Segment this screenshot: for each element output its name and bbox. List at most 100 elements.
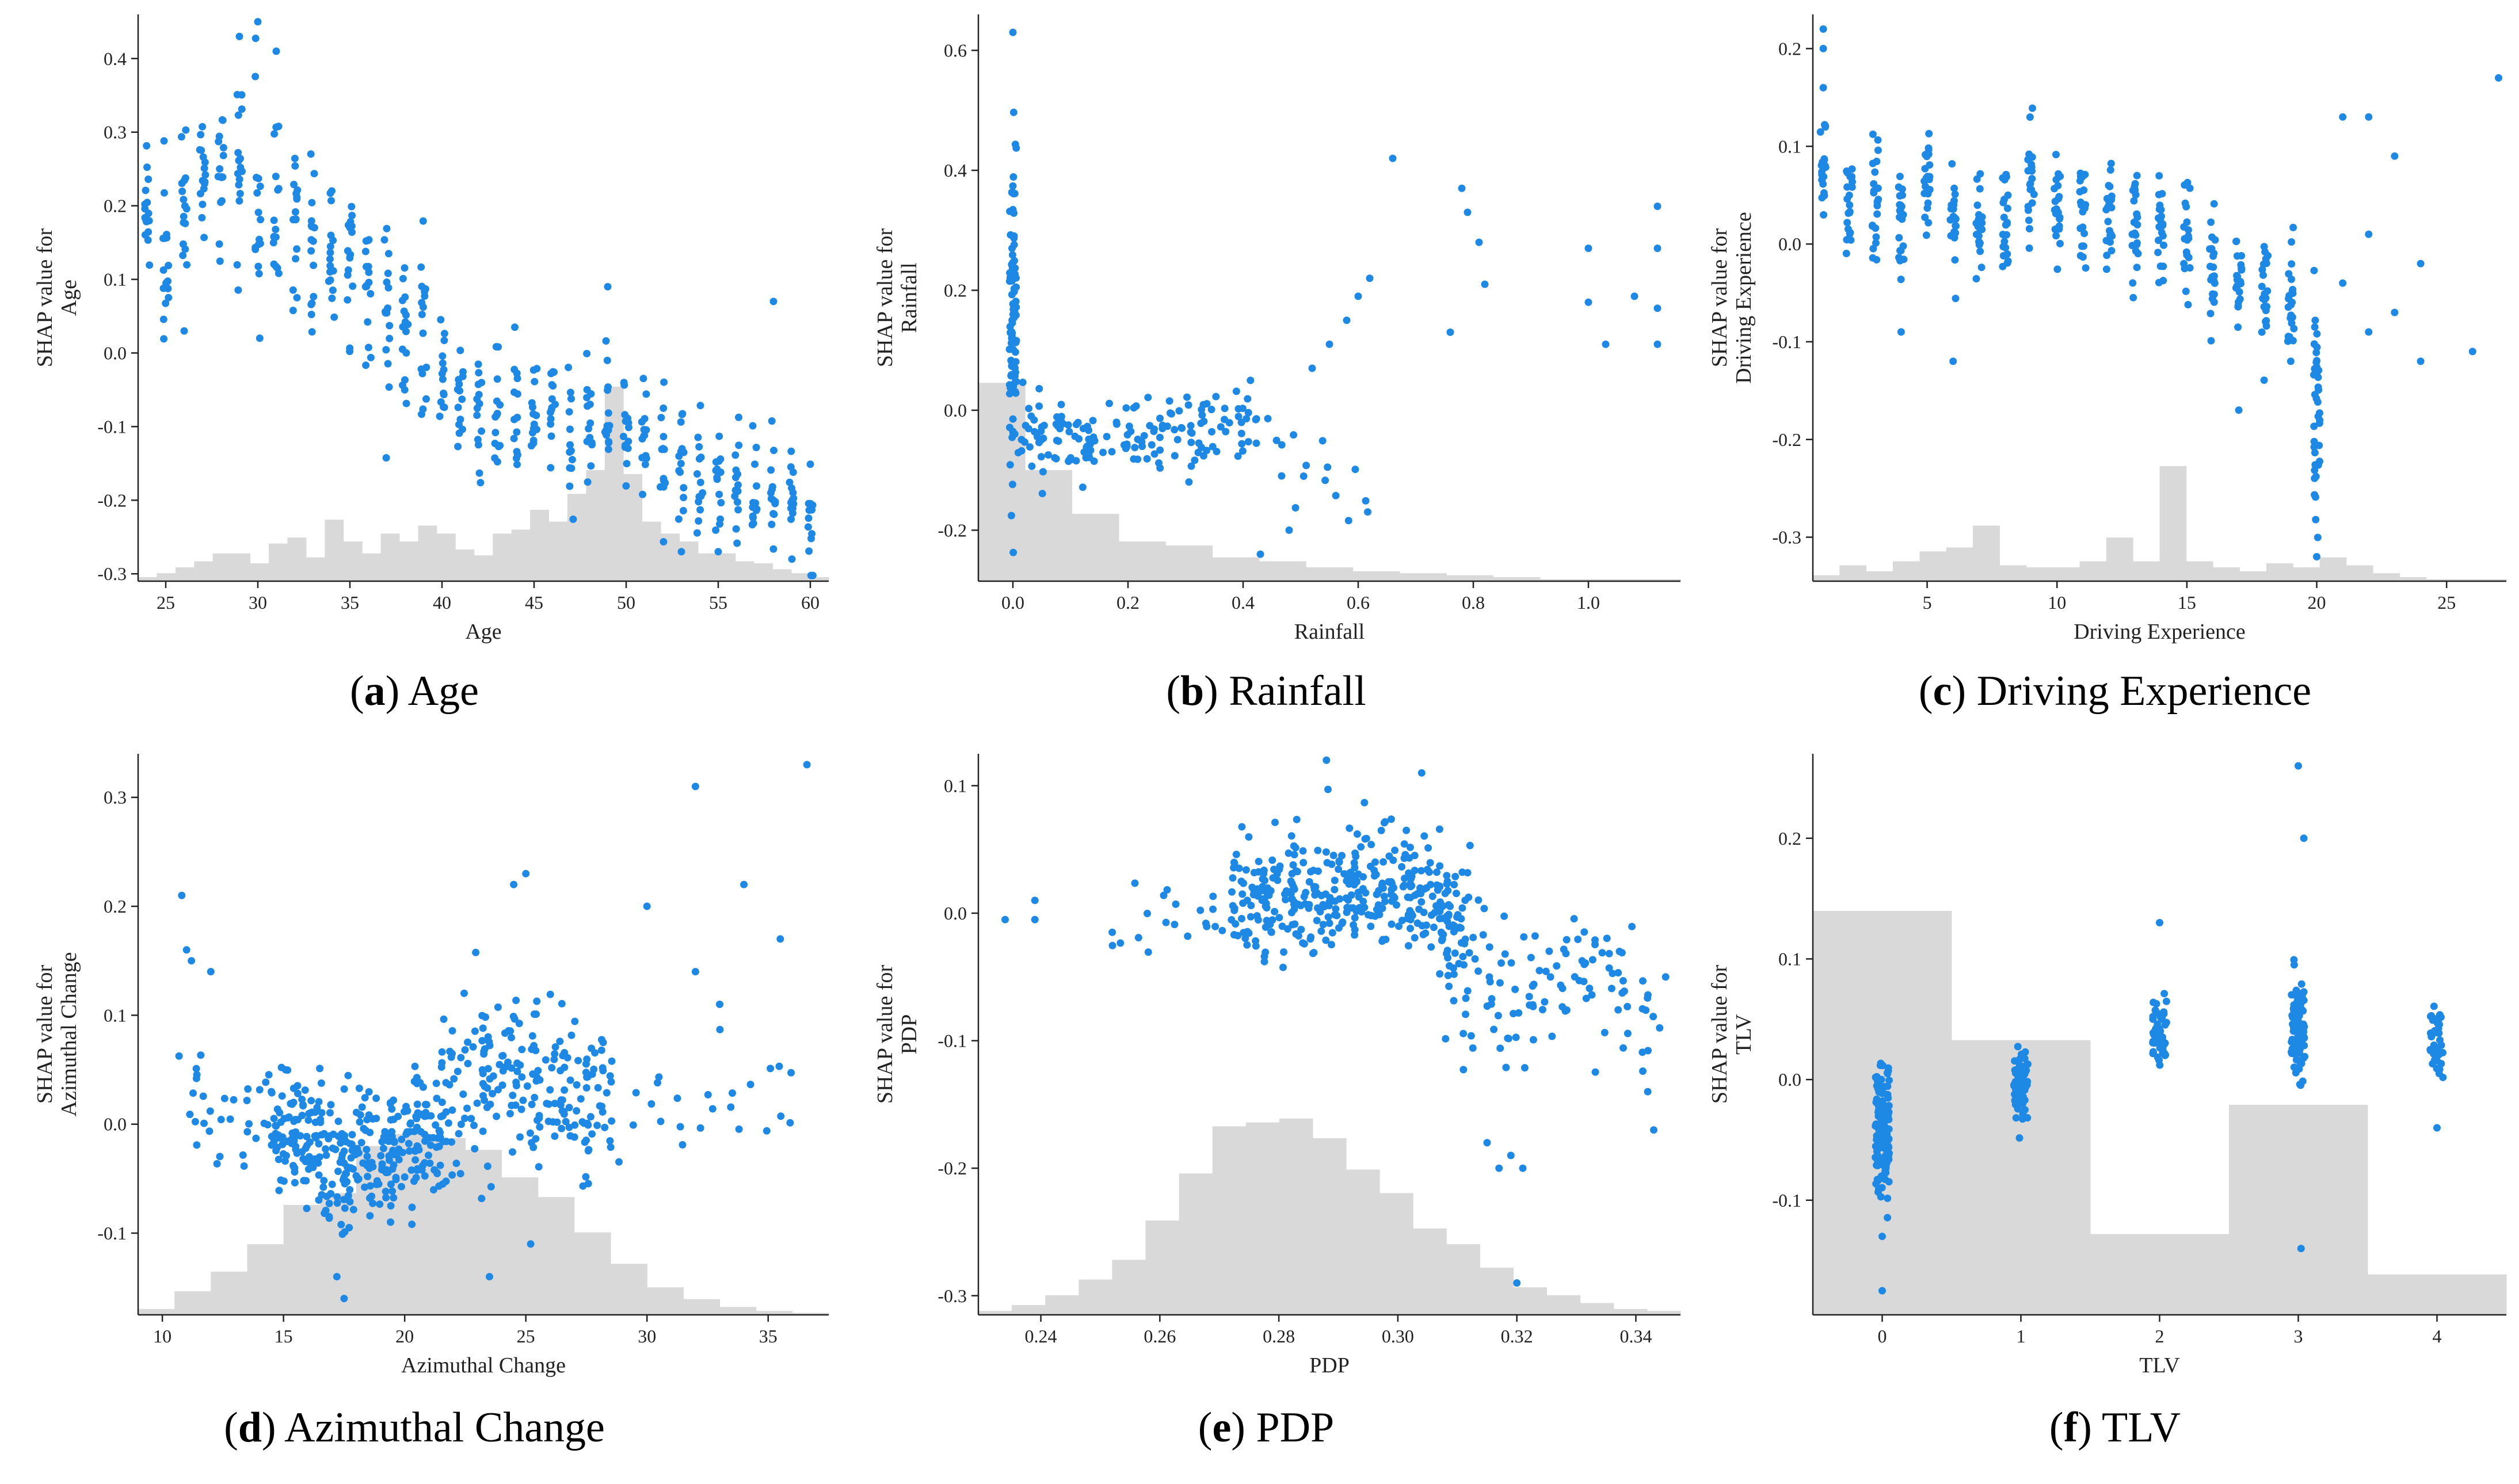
data-point bbox=[608, 1117, 616, 1125]
data-point bbox=[771, 499, 779, 508]
data-point bbox=[460, 989, 468, 997]
data-point bbox=[1388, 886, 1396, 894]
data-point bbox=[1006, 461, 1014, 469]
data-point bbox=[251, 73, 260, 81]
data-point bbox=[602, 337, 610, 345]
data-point bbox=[573, 1107, 581, 1115]
histogram-bar bbox=[2079, 561, 2107, 581]
data-point bbox=[694, 433, 702, 441]
data-point bbox=[2289, 223, 2297, 231]
data-point bbox=[307, 1097, 315, 1105]
data-point bbox=[200, 1119, 208, 1127]
y-tick-label: 0.0 bbox=[104, 342, 127, 363]
data-point bbox=[1028, 462, 1036, 470]
data-point bbox=[1319, 901, 1327, 909]
data-point bbox=[1951, 190, 1959, 198]
data-point bbox=[2014, 1105, 2022, 1113]
data-point bbox=[1123, 431, 1131, 439]
data-point bbox=[255, 270, 263, 278]
data-point bbox=[1874, 1185, 1882, 1193]
data-point bbox=[1459, 1066, 1468, 1074]
data-point bbox=[1644, 1047, 1652, 1055]
data-point bbox=[382, 1188, 390, 1196]
data-point bbox=[474, 360, 482, 368]
data-point bbox=[2310, 422, 2318, 430]
data-point bbox=[1238, 915, 1245, 922]
data-point bbox=[1921, 213, 1929, 222]
data-point bbox=[1211, 922, 1220, 930]
data-point bbox=[387, 1202, 395, 1210]
data-point bbox=[307, 247, 315, 255]
x-tick-label: 0.6 bbox=[1347, 592, 1370, 613]
data-point bbox=[1438, 936, 1446, 944]
data-point bbox=[1009, 182, 1017, 190]
data-point bbox=[1444, 971, 1452, 979]
data-point bbox=[1531, 932, 1539, 940]
data-point bbox=[216, 257, 224, 265]
data-point bbox=[516, 1061, 524, 1069]
data-point bbox=[2316, 409, 2323, 417]
histogram-bar bbox=[978, 383, 1026, 582]
data-point bbox=[1401, 850, 1409, 859]
data-point bbox=[1423, 865, 1431, 873]
data-point bbox=[251, 243, 260, 251]
data-point bbox=[1535, 967, 1544, 975]
y-tick-label: -0.1 bbox=[938, 1031, 967, 1051]
data-point bbox=[344, 221, 352, 229]
data-point bbox=[1314, 867, 1322, 875]
data-point bbox=[1012, 338, 1020, 346]
data-point bbox=[329, 236, 337, 245]
data-point bbox=[1335, 924, 1343, 932]
data-point bbox=[2293, 1018, 2300, 1027]
data-point bbox=[2210, 298, 2218, 306]
y-axis-label: SHAP value forAzimuthal Change bbox=[33, 952, 81, 1117]
scatter-points bbox=[1001, 756, 1670, 1287]
data-point bbox=[1515, 1009, 1523, 1017]
histogram-bar bbox=[269, 543, 288, 581]
data-point bbox=[1458, 184, 1466, 192]
data-point bbox=[1366, 274, 1374, 283]
data-point bbox=[179, 240, 187, 248]
histogram-bar bbox=[647, 1287, 684, 1315]
data-point bbox=[220, 1094, 228, 1102]
y-tick-label: 0.4 bbox=[104, 48, 127, 69]
caption-label: ) Rainfall bbox=[1204, 667, 1366, 715]
data-point bbox=[1351, 914, 1359, 922]
histogram bbox=[978, 383, 1681, 582]
y-axis-label-line: Azimuthal Change bbox=[57, 952, 81, 1117]
data-point bbox=[515, 1020, 523, 1028]
data-point bbox=[558, 1124, 566, 1132]
data-point bbox=[272, 123, 280, 131]
histogram-bar bbox=[138, 577, 157, 581]
data-point bbox=[623, 460, 631, 468]
data-point bbox=[458, 395, 466, 403]
data-point bbox=[320, 1130, 327, 1138]
data-point bbox=[1171, 426, 1179, 434]
data-point bbox=[547, 432, 555, 440]
data-point bbox=[2298, 1024, 2306, 1032]
data-point bbox=[2162, 997, 2170, 1005]
data-point bbox=[1952, 295, 1960, 303]
data-point bbox=[298, 1148, 306, 1156]
data-point bbox=[2234, 323, 2242, 331]
data-point bbox=[561, 1086, 569, 1094]
data-point bbox=[560, 1108, 568, 1116]
data-point bbox=[2155, 1031, 2163, 1039]
data-point bbox=[340, 1085, 348, 1093]
data-point bbox=[1379, 884, 1387, 892]
data-point bbox=[457, 1120, 465, 1128]
data-point bbox=[528, 1100, 536, 1108]
data-point bbox=[364, 262, 372, 270]
y-tick-label: 0.2 bbox=[1778, 38, 1801, 59]
data-point bbox=[1006, 269, 1014, 277]
data-point bbox=[2011, 1068, 2019, 1076]
data-point bbox=[1252, 439, 1260, 447]
data-point bbox=[1156, 446, 1164, 454]
data-point bbox=[301, 1086, 309, 1094]
data-point bbox=[487, 1182, 495, 1191]
data-point bbox=[1335, 865, 1343, 873]
data-point bbox=[2285, 295, 2293, 303]
data-point bbox=[206, 1107, 214, 1115]
data-point bbox=[1507, 959, 1515, 967]
data-point bbox=[1459, 953, 1467, 960]
